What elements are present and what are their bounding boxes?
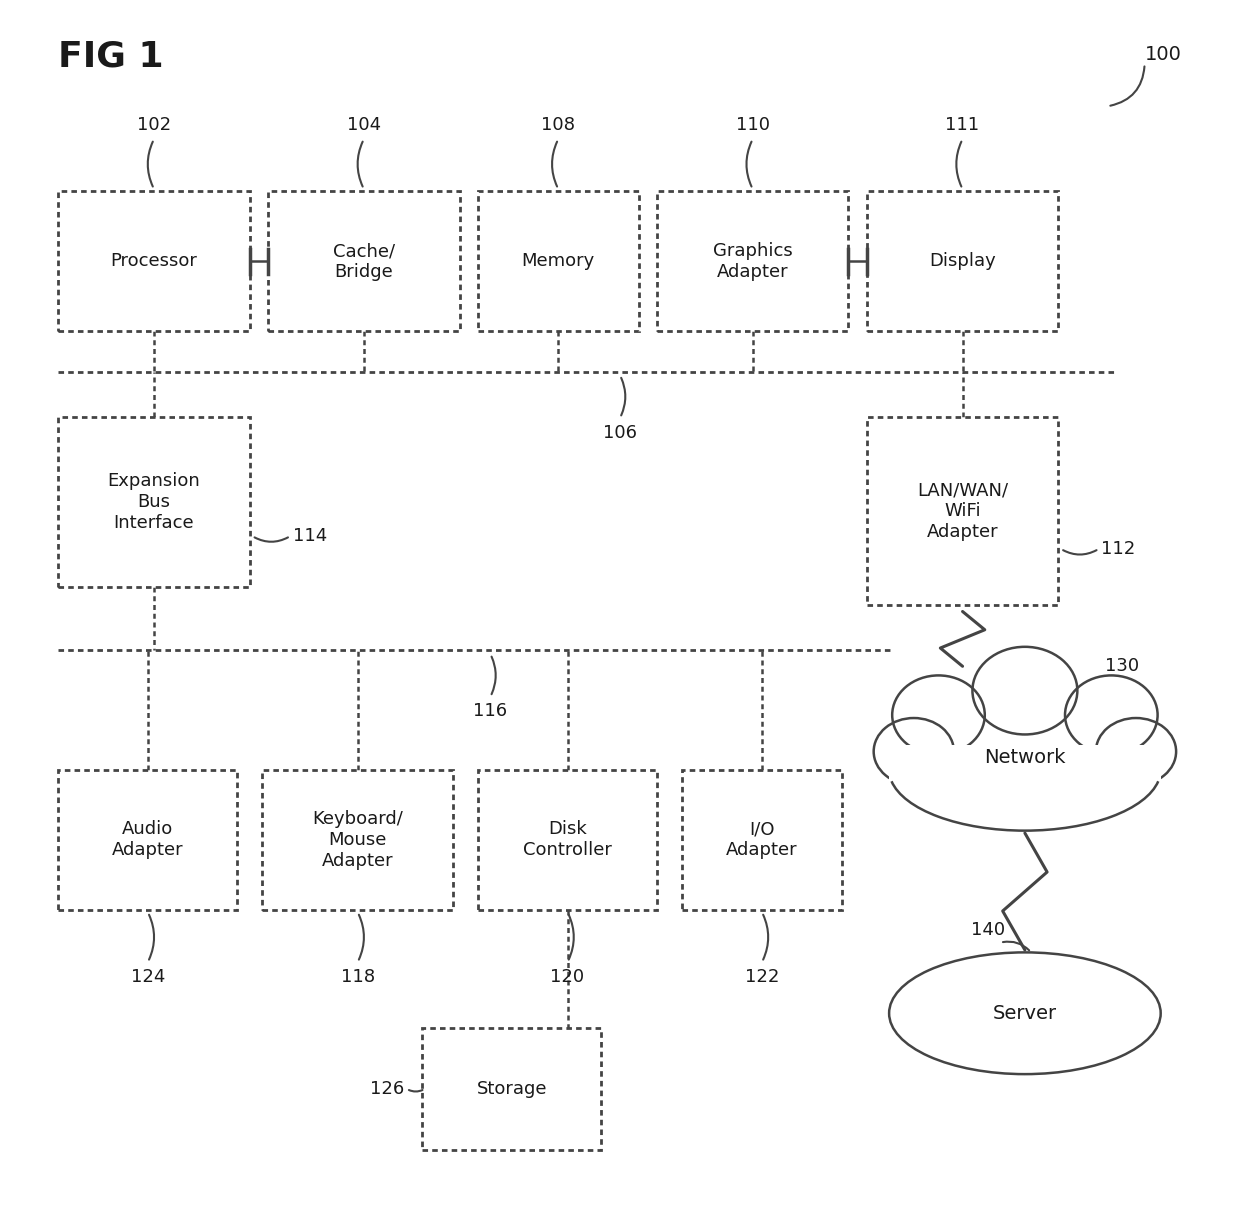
Text: 116: 116 bbox=[474, 702, 507, 720]
Text: Disk
Controller: Disk Controller bbox=[523, 821, 613, 860]
Ellipse shape bbox=[972, 647, 1078, 735]
Text: 126: 126 bbox=[370, 1080, 404, 1098]
Bar bbox=[268, 192, 460, 331]
Bar bbox=[423, 1027, 601, 1150]
Bar bbox=[58, 417, 249, 587]
Bar bbox=[682, 769, 842, 910]
Bar bbox=[479, 769, 657, 910]
Text: Keyboard/
Mouse
Adapter: Keyboard/ Mouse Adapter bbox=[312, 810, 403, 870]
Text: 112: 112 bbox=[1101, 539, 1136, 558]
Text: Display: Display bbox=[929, 252, 996, 270]
Text: 124: 124 bbox=[130, 967, 165, 986]
Text: 122: 122 bbox=[745, 967, 779, 986]
Text: 106: 106 bbox=[603, 423, 637, 442]
Text: 120: 120 bbox=[551, 967, 584, 986]
FancyBboxPatch shape bbox=[889, 746, 1161, 843]
Text: 110: 110 bbox=[735, 115, 770, 133]
Text: I/O
Adapter: I/O Adapter bbox=[727, 821, 797, 860]
Text: 102: 102 bbox=[136, 115, 171, 133]
Text: Storage: Storage bbox=[476, 1080, 547, 1098]
Text: Server: Server bbox=[993, 1004, 1056, 1022]
Text: 111: 111 bbox=[945, 115, 980, 133]
Text: 108: 108 bbox=[542, 115, 575, 133]
Text: 104: 104 bbox=[347, 115, 381, 133]
Text: Graphics
Adapter: Graphics Adapter bbox=[713, 242, 792, 281]
Ellipse shape bbox=[1096, 718, 1176, 785]
Text: Expansion
Bus
Interface: Expansion Bus Interface bbox=[108, 472, 201, 532]
Bar bbox=[479, 192, 639, 331]
Ellipse shape bbox=[1065, 675, 1158, 755]
Bar bbox=[867, 417, 1058, 605]
Text: 140: 140 bbox=[971, 921, 1004, 939]
Text: LAN/WAN/
WiFi
Adapter: LAN/WAN/ WiFi Adapter bbox=[918, 482, 1008, 541]
Text: Audio
Adapter: Audio Adapter bbox=[112, 821, 184, 860]
Text: Cache/
Bridge: Cache/ Bridge bbox=[332, 242, 394, 281]
Text: 118: 118 bbox=[341, 967, 374, 986]
Text: Processor: Processor bbox=[110, 252, 197, 270]
Ellipse shape bbox=[893, 675, 985, 755]
Text: 130: 130 bbox=[1105, 657, 1140, 675]
Bar bbox=[58, 192, 249, 331]
Bar bbox=[867, 192, 1058, 331]
Text: 100: 100 bbox=[1145, 45, 1182, 65]
Text: Network: Network bbox=[985, 748, 1065, 767]
Text: FIG 1: FIG 1 bbox=[58, 39, 164, 73]
Bar bbox=[58, 769, 237, 910]
Ellipse shape bbox=[874, 718, 954, 785]
Ellipse shape bbox=[889, 709, 1161, 830]
Ellipse shape bbox=[889, 953, 1161, 1074]
Text: Memory: Memory bbox=[522, 252, 595, 270]
Text: 114: 114 bbox=[293, 527, 327, 545]
Bar bbox=[657, 192, 848, 331]
Bar bbox=[262, 769, 454, 910]
